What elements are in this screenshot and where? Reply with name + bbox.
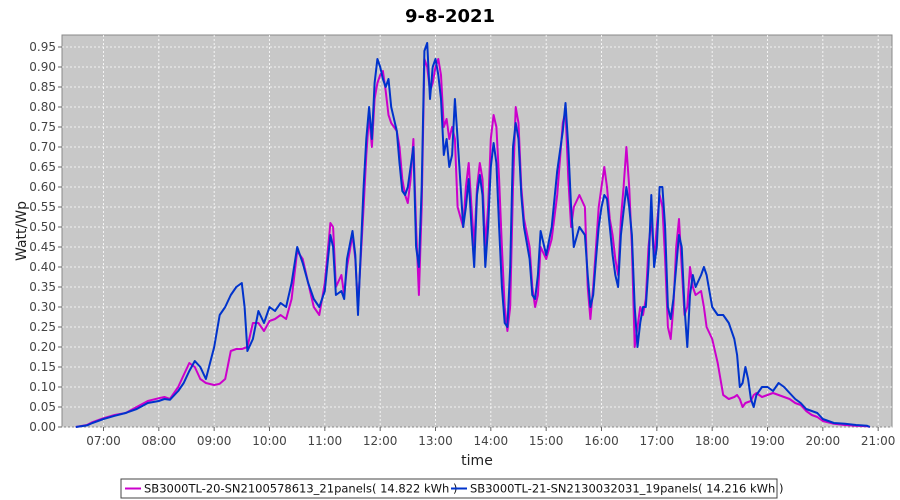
y-tick-label: 0.15 (29, 360, 56, 374)
legend-label-1: SB3000TL-20-SN2100578613_21panels( 14.82… (144, 482, 457, 496)
legend-box (120, 478, 778, 499)
y-tick-label: 0.40 (29, 260, 56, 274)
y-tick-label: 0.85 (29, 80, 56, 94)
y-tick-label: 0.05 (29, 400, 56, 414)
x-tick-label: 15:00 (529, 434, 564, 448)
x-axis: 07:00 08:00 09:00 10:00 11:00 12:00 13:00 14:00… (86, 427, 895, 448)
series-lines (75, 42, 871, 428)
x-tick-label: 20:00 (806, 434, 841, 448)
x-tick-label: 21:00 (861, 434, 896, 448)
x-tick-label: 14:00 (474, 434, 509, 448)
series-line-1 (75, 58, 871, 428)
y-tick-label: 0.20 (29, 340, 56, 354)
x-axis-label: time (461, 453, 493, 469)
y-tick-label: 0.90 (29, 60, 56, 74)
y-tick-label: 0.45 (29, 240, 56, 254)
x-tick-label: 18:00 (695, 434, 730, 448)
x-tick-label: 16:00 (584, 434, 619, 448)
x-tick-label: 19:00 (750, 434, 785, 448)
y-tick-label: 0.65 (29, 160, 56, 174)
x-tick-label: 11:00 (308, 434, 343, 448)
y-tick-label: 0.60 (29, 180, 56, 194)
y-tick-label: 0.10 (29, 380, 56, 394)
x-tick-label: 09:00 (197, 434, 232, 448)
legend: SB3000TL-20-SN2100578613_21panels( 14.82… (120, 478, 783, 499)
x-tick-label: 17:00 (640, 434, 675, 448)
y-tick-label: 0.25 (29, 320, 56, 334)
x-tick-label: 13:00 (418, 434, 453, 448)
y-tick-label: 0.50 (29, 220, 56, 234)
y-tick-label: 0.35 (29, 280, 56, 294)
y-tick-label: 0.95 (29, 40, 56, 54)
x-tick-label: 07:00 (86, 434, 121, 448)
y-tick-label: 0.75 (29, 120, 56, 134)
y-tick-label: 0.00 (29, 420, 56, 434)
legend-label-2: SB3000TL-21-SN2130032031_19panels( 14.21… (470, 482, 783, 496)
y-tick-label: 0.70 (29, 140, 56, 154)
y-axis-label: Watt/Wp (14, 201, 30, 261)
grid-lines (62, 35, 892, 428)
y-tick-label: 0.80 (29, 100, 56, 114)
x-tick-label: 10:00 (252, 434, 287, 448)
series-line-2 (75, 42, 871, 428)
y-tick-label: 0.30 (29, 300, 56, 314)
chart-title: 9-8-2021 (405, 6, 495, 27)
plot-area (61, 34, 893, 428)
x-tick-label: 12:00 (363, 434, 398, 448)
x-tick-label: 08:00 (142, 434, 177, 448)
y-tick-label: 0.55 (29, 200, 56, 214)
y-axis: 0.00 0.05 0.10 0.15 0.20 0.25 0.30 0.35 0.40 0.45… (29, 40, 62, 434)
